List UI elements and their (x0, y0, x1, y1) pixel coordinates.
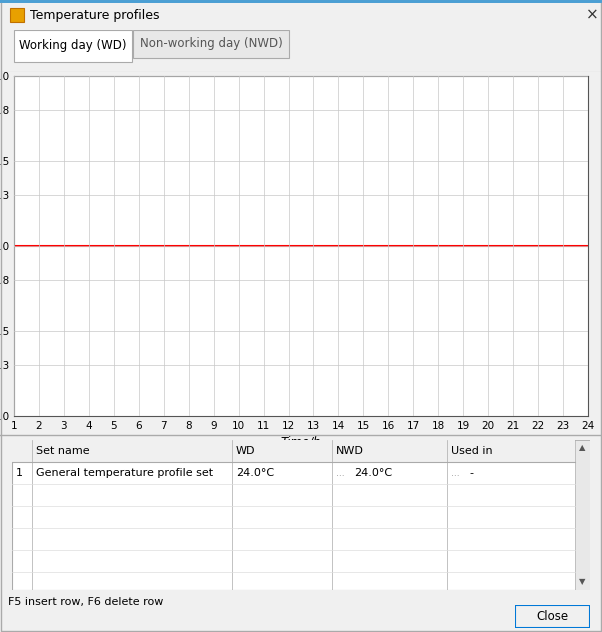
Text: ×: × (586, 8, 598, 23)
FancyBboxPatch shape (12, 440, 575, 462)
Text: 1: 1 (16, 468, 23, 478)
Text: Used in: Used in (451, 446, 492, 456)
Text: Non-working day (NWD): Non-working day (NWD) (140, 37, 282, 51)
FancyBboxPatch shape (133, 30, 289, 58)
Text: -: - (469, 468, 473, 478)
Text: WD: WD (236, 446, 255, 456)
X-axis label: Time/h: Time/h (281, 435, 321, 448)
Text: ▼: ▼ (579, 578, 586, 586)
Text: ▲: ▲ (579, 444, 586, 453)
Text: Working day (WD): Working day (WD) (19, 39, 127, 52)
Text: General temperature profile set: General temperature profile set (36, 468, 213, 478)
Text: NWD: NWD (336, 446, 364, 456)
Text: 24.0°C: 24.0°C (236, 468, 274, 478)
Text: Set name: Set name (36, 446, 90, 456)
FancyBboxPatch shape (515, 605, 590, 628)
Text: 24.0°C: 24.0°C (354, 468, 392, 478)
Text: ...: ... (451, 468, 459, 478)
FancyBboxPatch shape (12, 440, 590, 590)
FancyBboxPatch shape (10, 8, 24, 22)
Text: ...: ... (336, 468, 344, 478)
Text: F5 insert row, F6 delete row: F5 insert row, F6 delete row (8, 597, 163, 607)
FancyBboxPatch shape (14, 30, 132, 62)
Text: Close: Close (536, 610, 568, 623)
Text: Temperature profiles: Temperature profiles (30, 8, 160, 21)
FancyBboxPatch shape (575, 440, 590, 590)
